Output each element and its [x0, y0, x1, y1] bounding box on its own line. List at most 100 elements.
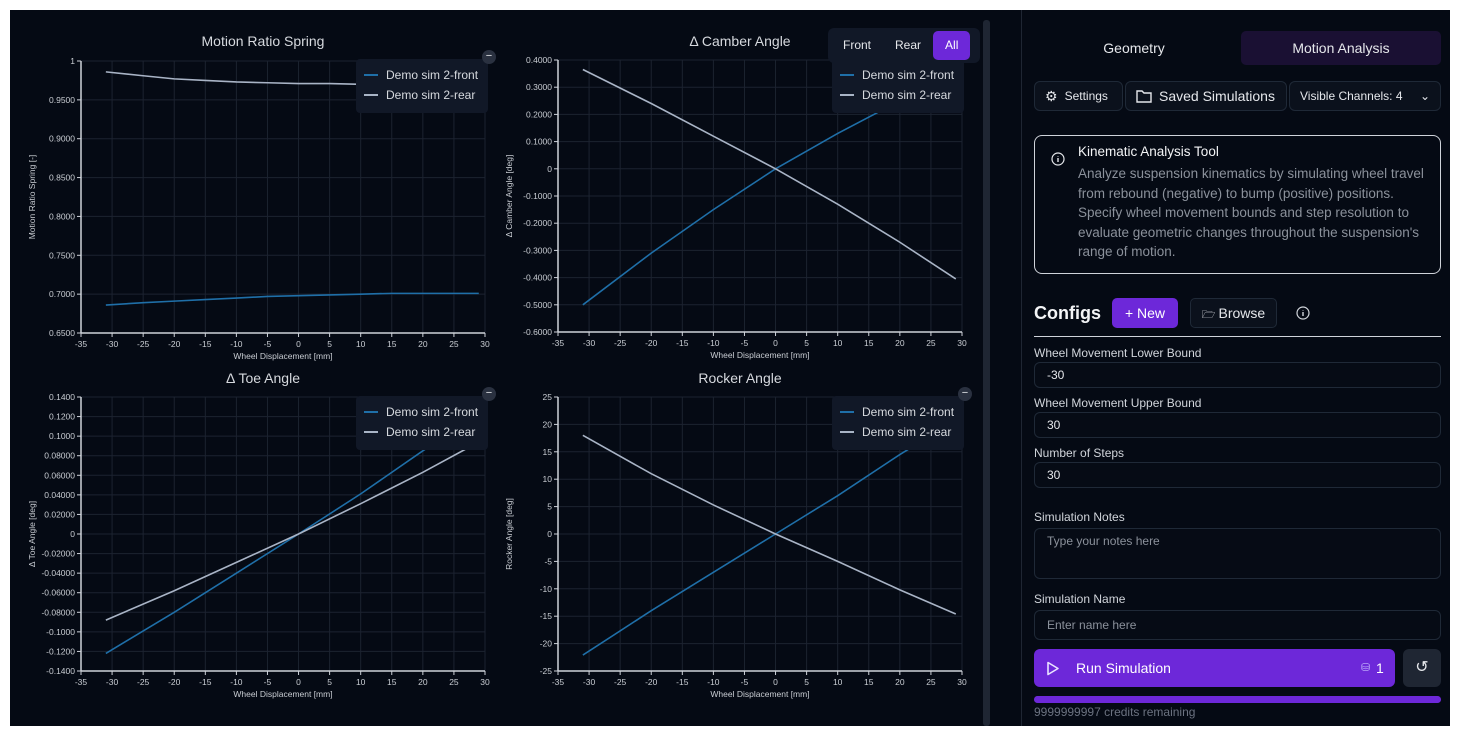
upper-bound-input[interactable]: 30 — [1034, 412, 1441, 438]
legend-item-front[interactable]: Demo sim 2-front — [840, 65, 964, 85]
chart-title: Motion Ratio Spring — [201, 33, 325, 49]
browse-button[interactable]: 🗁 Browse — [1190, 298, 1277, 328]
legend-item-rear[interactable]: Demo sim 2-rear — [364, 85, 488, 105]
notes-label: Simulation Notes — [1034, 510, 1125, 524]
x-tick-label: 5 — [804, 677, 809, 687]
y-tick-label: -25 — [540, 666, 553, 676]
new-label: New — [1137, 305, 1166, 321]
new-config-button[interactable]: + New — [1112, 298, 1178, 328]
run-simulation-button[interactable]: Run Simulation ⛁ 1 — [1034, 649, 1395, 687]
series-line-rear — [582, 434, 957, 615]
chart-legend[interactable]: Demo sim 2-front Demo sim 2-rear — [832, 396, 964, 450]
toggle-all[interactable]: All — [933, 31, 971, 60]
channels-label: Visible Channels: 4 — [1300, 89, 1403, 103]
x-tick-label: -30 — [583, 338, 596, 348]
x-tick-label: -20 — [645, 677, 658, 687]
name-input[interactable]: Enter name here — [1034, 610, 1441, 640]
x-axis-label: Wheel Displacement [mm] — [233, 689, 332, 699]
configs-heading: Configs — [1034, 303, 1101, 323]
saved-simulations-button[interactable]: Saved Simulations — [1125, 81, 1287, 111]
tab-geometry[interactable]: Geometry — [1103, 40, 1165, 56]
history-button[interactable]: ↺ — [1403, 649, 1441, 687]
chart-legend[interactable]: Demo sim 2-front Demo sim 2-rear — [356, 59, 488, 113]
divider — [1021, 10, 1022, 726]
y-tick-label: 0.08000 — [44, 451, 75, 461]
chart-title: Δ Camber Angle — [689, 33, 791, 49]
x-tick-label: -35 — [552, 338, 565, 348]
tab-motion-analysis[interactable]: Motion Analysis — [1241, 31, 1441, 65]
minus-icon[interactable]: − — [958, 387, 972, 401]
chart-title: Rocker Angle — [698, 370, 782, 386]
x-tick-label: -20 — [168, 339, 181, 349]
minus-icon[interactable]: − — [482, 50, 496, 64]
y-tick-label: 0.02000 — [44, 509, 75, 519]
credits-remaining: 9999999997 credits remaining — [1034, 705, 1196, 719]
legend-swatch — [840, 94, 854, 96]
y-tick-label: 0.1000 — [49, 431, 75, 441]
y-tick-label: 1 — [70, 56, 75, 66]
y-tick-label: 0.3000 — [526, 82, 552, 92]
legend-item-rear[interactable]: Demo sim 2-rear — [840, 85, 964, 105]
y-tick-label: 0 — [547, 164, 552, 174]
x-tick-label: 10 — [833, 338, 843, 348]
info-text: Analyze suspension kinematics by simulat… — [1078, 166, 1424, 260]
chart-legend[interactable]: Demo sim 2-front Demo sim 2-rear — [832, 59, 964, 113]
x-tick-label: -5 — [741, 338, 749, 348]
settings-label: Settings — [1064, 89, 1108, 103]
legend-item-rear[interactable]: Demo sim 2-rear — [364, 422, 488, 442]
y-tick-label: -0.08000 — [41, 607, 75, 617]
y-tick-label: -0.2000 — [523, 218, 552, 228]
x-tick-label: 5 — [804, 338, 809, 348]
y-tick-label: -0.1400 — [46, 666, 75, 676]
y-tick-label: -0.3000 — [523, 245, 552, 255]
x-axis-label: Wheel Displacement [mm] — [710, 689, 809, 699]
charts-area: -35 -30 -25 -20 -15 -10 -5 0 5 10 15 20 25 300.65000.… — [27, 55, 967, 699]
legend-item-rear[interactable]: Demo sim 2-rear — [840, 422, 964, 442]
lower-bound-label: Wheel Movement Lower Bound — [1034, 346, 1202, 360]
legend-label: Demo sim 2-rear — [862, 425, 952, 439]
x-tick-label: -25 — [614, 677, 627, 687]
visible-channels-select[interactable]: Visible Channels: 4 ⌄ — [1289, 81, 1441, 111]
x-tick-label: 30 — [957, 338, 967, 348]
x-tick-label: -5 — [264, 677, 272, 687]
y-tick-label: 0.4000 — [526, 55, 552, 65]
minus-icon[interactable]: − — [482, 387, 496, 401]
lower-bound-input[interactable]: -30 — [1034, 362, 1441, 388]
upper-bound-label: Wheel Movement Upper Bound — [1034, 396, 1202, 410]
x-tick-label: 15 — [387, 677, 397, 687]
x-tick-label: 20 — [418, 677, 428, 687]
steps-input[interactable]: 30 — [1034, 462, 1441, 488]
chart-legend[interactable]: Demo sim 2-front Demo sim 2-rear — [356, 396, 488, 450]
x-tick-label: 25 — [926, 338, 936, 348]
toggle-front[interactable]: Front — [843, 38, 872, 52]
x-tick-label: 5 — [327, 339, 332, 349]
view-toggle[interactable]: Front Rear All — [828, 28, 980, 63]
x-tick-label: 30 — [480, 339, 490, 349]
y-tick-label: -0.1200 — [46, 646, 75, 656]
x-tick-label: 20 — [895, 338, 905, 348]
y-tick-label: 0.8000 — [49, 211, 75, 221]
folder-icon — [1136, 90, 1152, 103]
y-tick-label: -0.4000 — [523, 273, 552, 283]
x-tick-label: 25 — [449, 677, 459, 687]
x-tick-label: -25 — [137, 339, 150, 349]
y-tick-label: 0.1200 — [49, 412, 75, 422]
info-icon[interactable] — [1296, 306, 1310, 320]
info-title: Kinematic Analysis Tool — [1078, 144, 1219, 159]
y-tick-label: -5 — [544, 556, 552, 566]
legend-item-front[interactable]: Demo sim 2-front — [840, 402, 964, 422]
notes-textarea[interactable]: Type your notes here — [1034, 528, 1441, 579]
settings-button[interactable]: ⚙ Settings — [1034, 81, 1123, 111]
legend-item-front[interactable]: Demo sim 2-front — [364, 402, 488, 422]
legend-item-front[interactable]: Demo sim 2-front — [364, 65, 488, 85]
y-tick-label: -20 — [540, 639, 553, 649]
y-axis-label: Rocker Angle [deg] — [504, 498, 514, 570]
y-tick-label: 0.8500 — [49, 173, 75, 183]
x-tick-label: -5 — [741, 677, 749, 687]
x-tick-label: -30 — [106, 339, 119, 349]
x-tick-label: 0 — [296, 339, 301, 349]
x-tick-label: 30 — [480, 677, 490, 687]
x-tick-label: -25 — [137, 677, 150, 687]
scrollbar[interactable] — [983, 20, 990, 726]
toggle-rear[interactable]: Rear — [895, 38, 922, 52]
